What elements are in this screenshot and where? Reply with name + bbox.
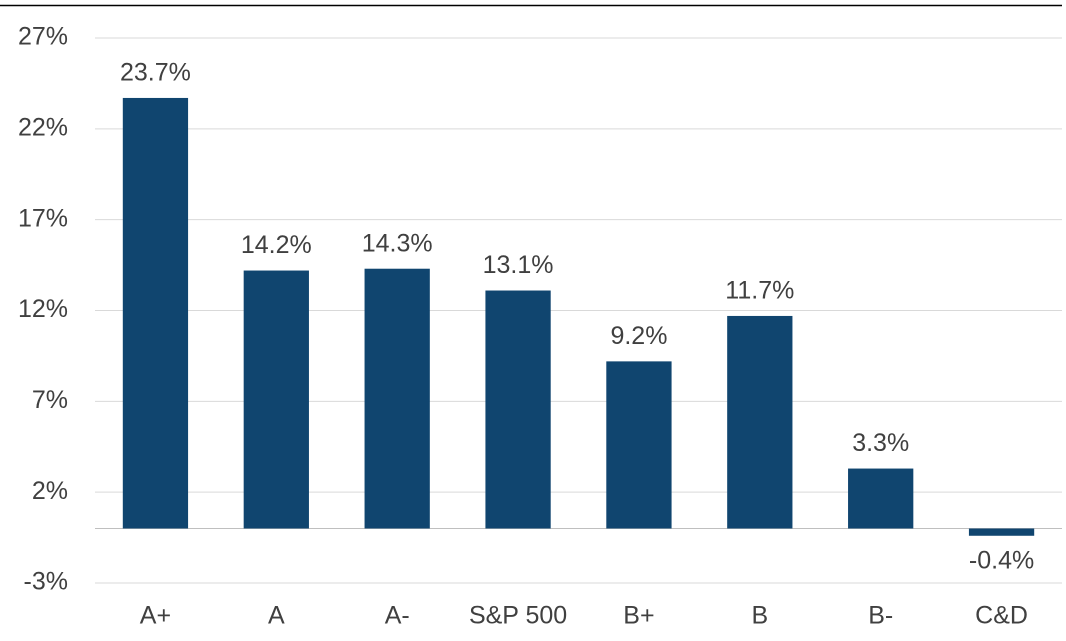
y-tick-label: 7% <box>32 386 68 414</box>
data-label: 3.3% <box>852 429 909 457</box>
y-tick-label: 27% <box>18 23 68 51</box>
data-label: 23.7% <box>120 59 191 87</box>
x-tick-label: B- <box>868 602 893 630</box>
data-label: 14.2% <box>241 231 312 259</box>
x-tick-label: S&P 500 <box>469 602 567 630</box>
bar <box>606 361 672 529</box>
bar <box>727 315 793 529</box>
bar <box>364 268 430 529</box>
y-tick-label: -3% <box>24 568 68 596</box>
y-tick-label: 2% <box>32 477 68 505</box>
bar <box>243 270 309 529</box>
bar <box>848 468 914 529</box>
y-tick-label: 12% <box>18 295 68 323</box>
data-label: 9.2% <box>610 322 667 350</box>
data-label: 13.1% <box>483 251 554 279</box>
x-tick-label: A+ <box>140 602 171 630</box>
x-tick-label: C&D <box>975 602 1028 630</box>
x-tick-label: A <box>268 602 285 630</box>
bar <box>122 97 189 529</box>
x-tick-label: B+ <box>623 602 654 630</box>
data-label: 11.7% <box>725 277 794 305</box>
data-label: 14.3% <box>362 229 433 257</box>
y-tick-label: 22% <box>18 113 68 141</box>
bar <box>485 290 551 529</box>
x-tick-label: A- <box>385 602 410 630</box>
data-label: -0.4% <box>969 546 1034 574</box>
y-tick-label: 17% <box>18 204 68 232</box>
x-tick-label: B <box>751 602 768 630</box>
bar <box>968 528 1035 536</box>
